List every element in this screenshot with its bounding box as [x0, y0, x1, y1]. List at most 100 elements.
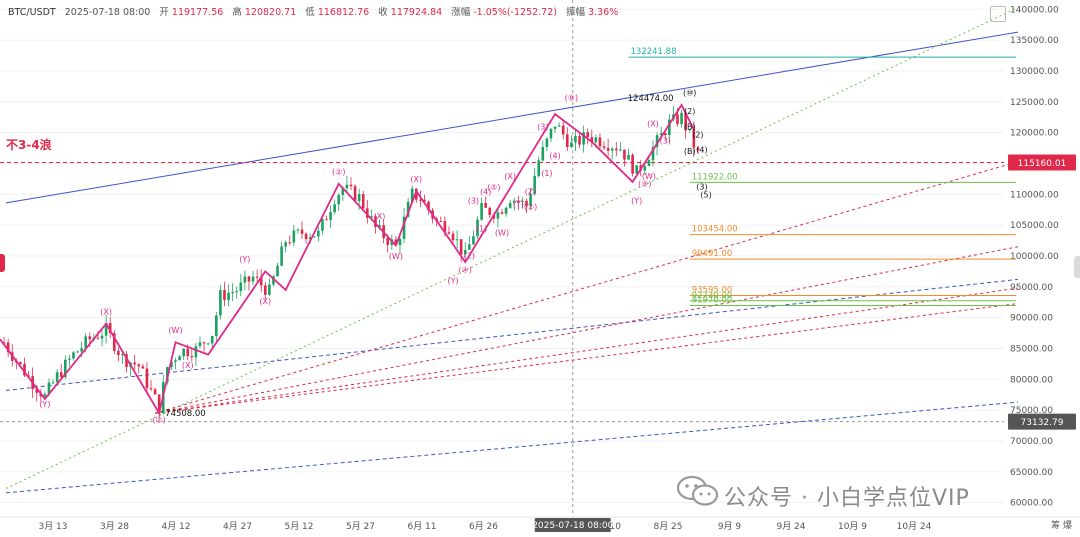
- wave-label: (W): [495, 229, 509, 238]
- candle-body: [227, 292, 230, 301]
- candle-body: [68, 358, 71, 360]
- candle-body: [296, 229, 300, 231]
- level-label: 132241.88: [631, 47, 677, 57]
- candle-body: [329, 212, 332, 220]
- candle-body: [145, 368, 149, 389]
- candle-body: [582, 132, 585, 145]
- level-label: 103454.00: [692, 225, 738, 235]
- level-label: 99491.00: [692, 249, 733, 259]
- candle-body: [696, 147, 700, 151]
- candle-body: [492, 215, 496, 219]
- x-tick-label: 10月 9: [838, 521, 867, 532]
- y-tick-label: 75000.00: [1010, 406, 1053, 416]
- fullscreen-icon[interactable]: [990, 6, 1006, 22]
- wave-label: (1): [476, 224, 487, 233]
- high-value: 120820.71: [244, 7, 297, 18]
- open-label: 开: [159, 7, 169, 18]
- candle-body: [300, 229, 304, 234]
- wave-label-black: (B): [684, 147, 696, 156]
- crosshair-price-tag: 73132.79: [1021, 418, 1064, 428]
- candle-body: [190, 356, 194, 358]
- candle-body: [215, 315, 218, 336]
- crosshair-date-bg: [534, 518, 611, 532]
- y-tick-label: 90000.00: [1010, 314, 1053, 324]
- crosshair-price-tag-bg: [1008, 413, 1076, 430]
- candle-body: [182, 348, 185, 357]
- candle-body: [198, 342, 202, 347]
- candle-body: [680, 112, 683, 125]
- wave-label: (W): [642, 172, 656, 181]
- candle-body: [117, 350, 120, 356]
- y-tick-label: 85000.00: [1010, 344, 1053, 354]
- candle-body: [304, 233, 308, 240]
- wave-label: (X): [182, 361, 194, 370]
- candle-body: [345, 184, 349, 189]
- candle-body: [643, 165, 647, 171]
- wave-label-black: (5): [700, 190, 711, 199]
- wave-label: (W): [168, 326, 182, 335]
- wave-label: (3): [468, 197, 479, 206]
- candle-body: [84, 336, 88, 349]
- candle-body: [684, 112, 687, 131]
- candle-body: [655, 135, 659, 148]
- low-value: 116812.76: [317, 7, 370, 18]
- candle-body: [6, 342, 10, 353]
- candle-body: [247, 276, 251, 282]
- y-tick-label: 130000.00: [1010, 67, 1059, 77]
- candle-body: [19, 362, 22, 364]
- symbol-label: BTC/USDT: [8, 7, 56, 18]
- x-tick-label: 10月 24: [897, 521, 932, 532]
- wave-label: (2): [464, 251, 475, 260]
- candle-body: [512, 200, 516, 204]
- candle-body: [133, 362, 136, 365]
- candle-body: [427, 201, 430, 211]
- candle-body: [100, 335, 104, 339]
- right-toolbar-label[interactable]: 筹 爆: [1051, 521, 1072, 531]
- wave-label-black: (2): [692, 131, 703, 140]
- candle-body: [651, 147, 655, 161]
- candle-body: [239, 282, 243, 292]
- change-value: -1.05%(-1252.72): [473, 7, 557, 18]
- candle-body: [206, 343, 210, 345]
- candle-body: [108, 323, 112, 334]
- candle-body: [561, 125, 565, 135]
- x-tick-label: 8月 25: [653, 521, 682, 532]
- candle-body: [210, 335, 214, 344]
- wave-label: (⑨): [638, 179, 651, 188]
- candle-body: [647, 160, 651, 166]
- wave-label: (X): [374, 212, 386, 221]
- wave-label: (Y): [447, 277, 458, 286]
- candle-body: [59, 372, 63, 378]
- candle-body: [606, 147, 610, 151]
- change-label: 涨幅: [451, 7, 471, 18]
- candle-body: [598, 137, 602, 147]
- candle-body: [419, 199, 422, 201]
- candle-body: [153, 389, 157, 395]
- x-tick-label: 4月 12: [161, 521, 190, 532]
- wave-label: (X): [410, 175, 422, 184]
- candle-body: [64, 359, 67, 378]
- candle-body: [566, 134, 569, 148]
- candle-body: [394, 239, 398, 246]
- wave-label-black: (2): [684, 107, 695, 116]
- y-tick-label: 80000.00: [1010, 375, 1053, 385]
- candle-body: [541, 146, 545, 161]
- right-scroll-handle[interactable]: [1074, 256, 1080, 278]
- wave-label: (X): [100, 308, 112, 317]
- x-tick-label: 4月 27: [223, 521, 252, 532]
- candle-body: [525, 200, 528, 206]
- candle-body: [349, 184, 353, 187]
- level-label: 111922.00: [692, 172, 738, 182]
- y-tick-label: 70000.00: [1010, 437, 1053, 447]
- green-trend-line: [5, 6, 1019, 489]
- candle-body: [137, 364, 141, 367]
- candle-body: [521, 200, 524, 202]
- wave-label: (4): [549, 152, 560, 161]
- candle-body: [219, 290, 222, 316]
- candle-body: [51, 382, 55, 384]
- x-tick-label: 9月 24: [776, 521, 805, 532]
- candle-body: [374, 216, 377, 227]
- candle-body: [688, 129, 692, 131]
- candle-body: [178, 356, 181, 361]
